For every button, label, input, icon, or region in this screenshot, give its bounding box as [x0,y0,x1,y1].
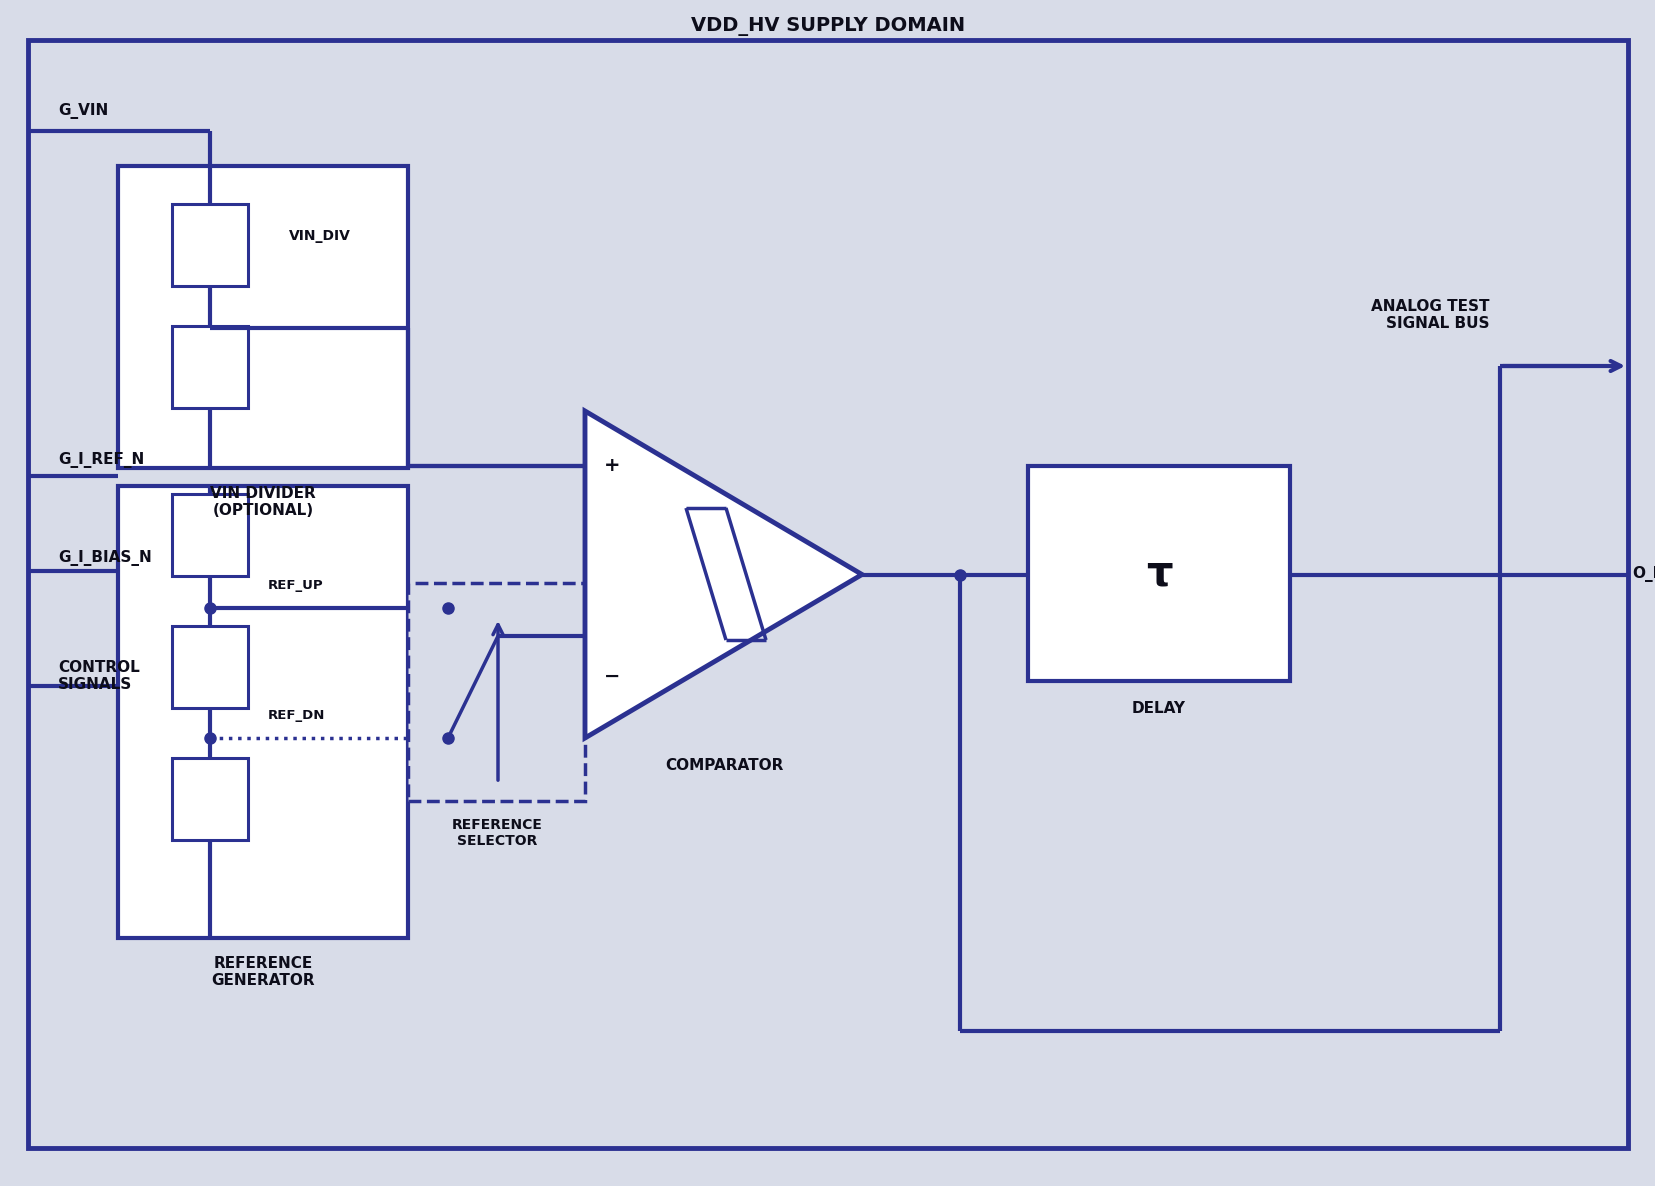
Text: G_I_BIAS_N: G_I_BIAS_N [58,550,152,566]
Text: REF_DN: REF_DN [268,709,324,722]
Bar [172,204,248,286]
Bar [172,758,248,840]
Text: DELAY: DELAY [1132,701,1185,716]
Bar [118,486,407,938]
Text: REFERENCE
GENERATOR: REFERENCE GENERATOR [212,956,314,988]
Text: COMPARATOR: COMPARATOR [664,758,783,773]
Polygon shape [584,412,862,738]
Text: VDD_HV SUPPLY DOMAIN: VDD_HV SUPPLY DOMAIN [690,17,965,36]
Bar [1028,466,1289,681]
Bar [172,495,248,576]
Text: VIN_DIV: VIN_DIV [290,229,351,243]
Text: G_VIN: G_VIN [58,103,108,119]
Bar [172,626,248,708]
Text: REF_UP: REF_UP [268,580,323,593]
Bar [172,326,248,408]
Text: +: + [604,457,621,476]
Text: CONTROL
SIGNALS: CONTROL SIGNALS [58,659,139,693]
Text: ANALOG TEST
SIGNAL BUS: ANALOG TEST SIGNAL BUS [1370,299,1490,331]
Text: −: − [604,667,621,686]
Text: VIN DIVIDER
(OPTIONAL): VIN DIVIDER (OPTIONAL) [210,486,316,518]
Text: O_RESET_B_HV: O_RESET_B_HV [1632,567,1655,582]
Text: REFERENCE
SELECTOR: REFERENCE SELECTOR [452,818,543,848]
Bar [407,584,584,801]
Text: τ: τ [1145,553,1172,595]
Bar [118,166,407,468]
Text: G_I_REF_N: G_I_REF_N [58,452,144,468]
